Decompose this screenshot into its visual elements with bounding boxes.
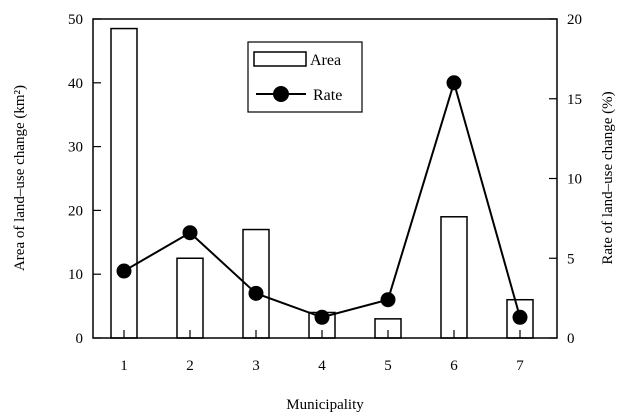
y-right-tick-label: 15 — [567, 92, 582, 108]
y-right-tick-label: 5 — [567, 251, 575, 267]
legend: Area Rate — [248, 42, 362, 112]
rate-point-5 — [381, 292, 396, 307]
x-tick-label: 5 — [384, 358, 392, 374]
y-left-tick-label: 50 — [68, 12, 83, 28]
legend-area-label: Area — [310, 52, 341, 69]
y-left-tick-label: 40 — [68, 76, 83, 92]
x-tick-label: 7 — [516, 358, 524, 374]
y-left-tick-label: 30 — [68, 140, 83, 156]
y-axis-right-title: Rate of land–use change (%) — [600, 91, 616, 264]
x-axis-title: Municipality — [286, 397, 364, 413]
legend-area-swatch — [254, 52, 306, 66]
rate-point-1 — [117, 264, 132, 279]
rate-point-2 — [183, 225, 198, 240]
y-left-tick-label: 10 — [68, 267, 83, 283]
bar-area-6 — [441, 217, 467, 338]
rate-point-6 — [447, 75, 462, 90]
y-right-tick-label: 20 — [567, 12, 582, 28]
y-right-tick-label: 0 — [567, 331, 575, 347]
rate-point-7 — [513, 310, 528, 325]
rate-point-4 — [315, 310, 330, 325]
rate-point-3 — [249, 286, 264, 301]
legend-rate-marker — [273, 86, 289, 102]
y-left-tick-label: 20 — [68, 203, 83, 219]
x-tick-label: 4 — [318, 358, 326, 374]
x-tick-label: 1 — [120, 358, 128, 374]
y-left-tick-label: 0 — [76, 331, 84, 347]
bar-area-1 — [111, 29, 137, 338]
x-tick-label: 3 — [252, 358, 260, 374]
x-tick-label: 2 — [186, 358, 194, 374]
x-tick-label: 6 — [450, 358, 458, 374]
legend-rate-label: Rate — [313, 87, 342, 104]
y-right-tick-label: 10 — [567, 172, 582, 188]
bar-area-2 — [177, 258, 203, 338]
y-axis-left-title: Area of land–use change (km²) — [12, 85, 28, 271]
